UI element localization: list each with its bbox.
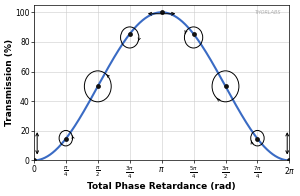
Point (159, 11, 164, 14)
Point (255, 137, 260, 140)
Point (287, 159, 292, 162)
X-axis label: Total Phase Retardance (rad): Total Phase Retardance (rad) (87, 182, 236, 191)
Point (63, 137, 68, 140)
Point (223, 85, 228, 88)
Point (32, 159, 36, 162)
Point (191, 32, 196, 35)
Point (127, 32, 132, 35)
Text: THORLABS: THORLABS (255, 10, 282, 15)
Y-axis label: Transmission (%): Transmission (%) (5, 39, 14, 126)
Point (95, 85, 100, 88)
